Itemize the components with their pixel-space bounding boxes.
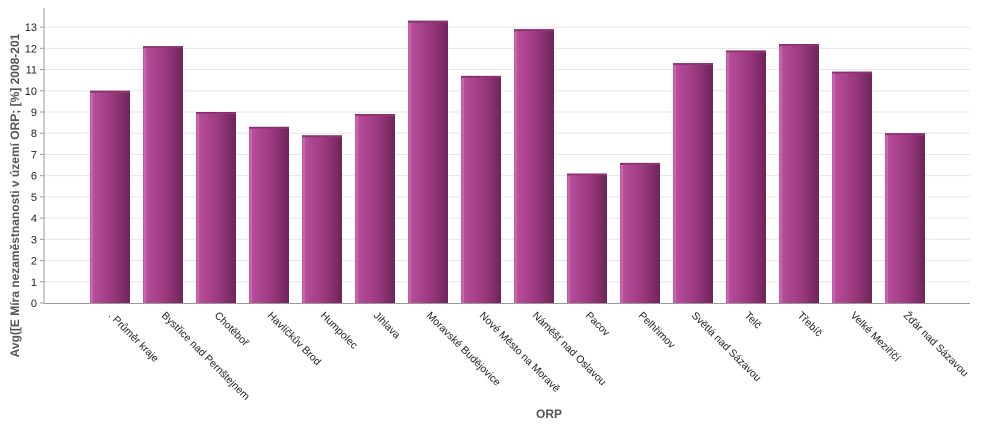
bar — [408, 20, 448, 303]
y-tick-label: 7 — [31, 149, 37, 161]
bar-body — [302, 135, 342, 303]
bar — [196, 111, 236, 304]
bars — [90, 20, 925, 304]
x-tick-label: Jihlava — [371, 310, 403, 342]
bar-body — [726, 50, 766, 303]
x-tick-label: Chotěboř — [212, 310, 251, 349]
bar — [514, 29, 554, 303]
bar-top — [302, 135, 342, 138]
x-tick-label: Pelhřimov — [636, 310, 678, 352]
bar — [90, 90, 130, 304]
x-tick-label: Velké Meziříčí — [848, 310, 903, 365]
x-tick-label: Telč — [742, 310, 764, 332]
bar-top — [461, 75, 501, 78]
bar-body — [779, 44, 819, 304]
bar — [355, 114, 395, 303]
y-tick-label: 2 — [31, 256, 37, 268]
bar — [143, 46, 183, 303]
x-tick-label: Žďár nad Sázavou — [901, 309, 971, 379]
bar-top — [726, 50, 766, 53]
y-tick-label: 9 — [31, 107, 37, 119]
bar-top — [143, 46, 183, 49]
bar — [249, 126, 289, 303]
y-tick-label: 5 — [31, 192, 37, 204]
bar — [885, 133, 925, 303]
bar-top — [90, 90, 130, 93]
bar-body — [514, 29, 554, 303]
bar-body — [143, 46, 183, 303]
bar — [620, 162, 660, 303]
y-tick-label: 1 — [31, 277, 37, 289]
bar-body — [673, 63, 713, 303]
bar-body — [832, 71, 872, 303]
x-tick-label: Pacov — [583, 310, 613, 340]
bar-body — [567, 173, 607, 303]
y-tick-label: 10 — [25, 86, 37, 98]
axes — [43, 8, 970, 304]
bar — [779, 44, 819, 304]
bar — [832, 71, 872, 303]
x-axis-title: ORP — [536, 407, 562, 421]
bar-top — [673, 63, 713, 66]
bar — [302, 135, 342, 303]
y-tick-label: 11 — [26, 65, 37, 77]
bar — [567, 173, 607, 303]
bar — [673, 63, 713, 303]
bar-body — [90, 90, 130, 304]
bar-body — [355, 114, 395, 303]
bar-body — [620, 162, 660, 303]
bar-top — [832, 71, 872, 74]
y-tick-label: 0 — [31, 298, 37, 310]
bar-top — [249, 126, 289, 129]
bar-top — [885, 133, 925, 136]
bar-body — [196, 111, 236, 304]
y-tick-label: 4 — [31, 213, 37, 225]
bar-body — [461, 75, 501, 303]
bar-top — [567, 173, 607, 176]
x-tick-label: Havlíčkův Brod — [265, 310, 324, 369]
y-tick-label: 3 — [31, 234, 37, 246]
x-tick-label: Bystřice nad Pernštejnem — [159, 310, 252, 403]
bar — [726, 50, 766, 303]
bar-top — [514, 29, 554, 32]
bar-top — [408, 20, 448, 23]
bar — [461, 75, 501, 303]
x-tick-label: Třebíč — [795, 310, 825, 340]
bar-body — [408, 20, 448, 303]
y-tick-label: 6 — [31, 171, 37, 183]
bar-top — [779, 44, 819, 47]
bar-top — [620, 162, 660, 165]
bar-body — [885, 133, 925, 303]
y-tick-label: 12 — [25, 43, 37, 55]
bar-top — [196, 111, 236, 114]
x-tick-label: Humpolec — [318, 310, 360, 352]
bar-body — [249, 126, 289, 303]
y-axis-title: Avg([E Míra nezaměstnanosti v území ORP;… — [8, 33, 22, 357]
x-tick-label: . Průměr kraje — [106, 310, 161, 365]
bar-top — [355, 114, 395, 117]
y-tick-label: 13 — [25, 22, 37, 34]
y-tick-label: 8 — [31, 128, 37, 140]
